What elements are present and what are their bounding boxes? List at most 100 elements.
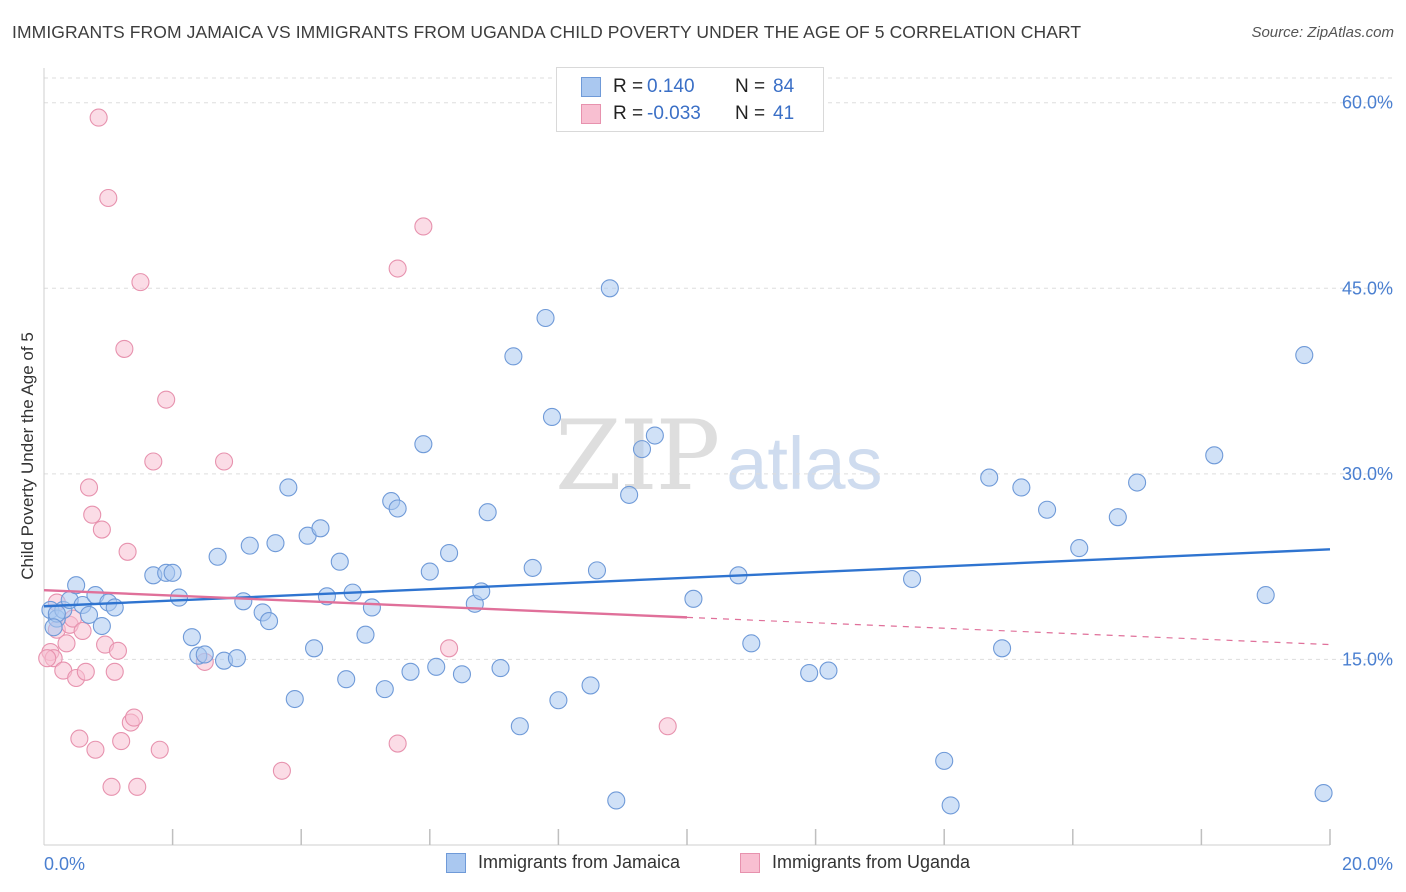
uganda-point (102, 777, 121, 796)
uganda-point (57, 634, 76, 653)
jamaica-point (259, 612, 279, 631)
uganda-point (440, 639, 459, 658)
bottom-legend-label-jamaica: Immigrants from Jamaica (478, 852, 681, 872)
jamaica-point (587, 561, 607, 580)
bottom-legend-swatch-jamaica (446, 852, 466, 873)
jamaica-point (227, 649, 246, 668)
jamaica-point (305, 639, 324, 658)
jamaica-point (362, 598, 381, 617)
jamaica-point (504, 347, 523, 366)
jamaica-point (600, 279, 619, 298)
jamaica-point (182, 628, 201, 647)
x-tick-label: 20.0% (1342, 854, 1393, 874)
y-tick-label: 30.0% (1342, 464, 1393, 484)
jamaica-point (645, 426, 664, 445)
jamaica-point (542, 407, 562, 427)
jamaica-point (1128, 473, 1147, 492)
uganda-point (38, 649, 57, 668)
jamaica-point (401, 662, 420, 681)
jamaica-point (44, 618, 63, 637)
uganda-point (157, 390, 176, 409)
jamaica-point (993, 639, 1012, 658)
uganda-point (112, 732, 131, 751)
jamaica-point (169, 588, 189, 607)
uganda-point (73, 621, 92, 641)
uganda-trend-line (43, 588, 688, 619)
jamaica-point (330, 552, 349, 571)
legend-r-label: R = (613, 76, 644, 97)
legend-swatch-uganda (581, 104, 601, 124)
legend-swatch-jamaica (581, 77, 601, 97)
uganda-point (105, 662, 124, 681)
uganda-point (388, 734, 407, 753)
uganda-points (38, 108, 677, 796)
uganda-point (144, 452, 163, 471)
jamaica-point (491, 659, 510, 678)
jamaica-point (536, 308, 555, 328)
jamaica-point (234, 592, 253, 611)
jamaica-point (337, 670, 356, 689)
jamaica-point (440, 543, 459, 563)
jamaica-point (105, 598, 124, 617)
legend-n-value: 84 (773, 76, 795, 97)
jamaica-point (632, 440, 652, 459)
uganda-point (150, 740, 169, 759)
y-tick-label: 60.0% (1342, 93, 1393, 113)
legend-r-label: R = (613, 103, 644, 124)
watermark-atlas: atlas (726, 422, 883, 505)
jamaica-point (607, 791, 626, 810)
jamaica-point (279, 478, 298, 497)
jamaica-point (79, 605, 99, 624)
jamaica-point (195, 645, 214, 664)
uganda-point (388, 259, 407, 278)
legend-r-value: 0.140 (647, 76, 695, 97)
uganda-point (76, 662, 95, 681)
jamaica-point (581, 676, 600, 695)
jamaica-point (941, 796, 960, 815)
jamaica-point (1012, 478, 1031, 497)
jamaica-point (549, 691, 568, 710)
x-tick-label: 0.0% (44, 854, 85, 874)
jamaica-point (980, 468, 999, 487)
y-tick-label: 15.0% (1342, 649, 1393, 669)
uganda-point (124, 708, 144, 727)
jamaica-point (684, 589, 703, 608)
jamaica-point (388, 499, 407, 518)
jamaica-point (935, 751, 954, 770)
jamaica-point (420, 562, 439, 581)
jamaica-point (317, 587, 336, 606)
jamaica-trend-line (43, 548, 1331, 608)
jamaica-point (67, 576, 86, 595)
legend-n-label: N = (735, 103, 766, 124)
uganda-point (86, 740, 105, 759)
source-label: Source: ZipAtlas.com (1251, 24, 1394, 41)
bottom-legend-swatch-uganda (740, 852, 760, 873)
jamaica-point (414, 435, 433, 454)
jamaica-point (92, 616, 111, 636)
y-axis-title: Child Poverty Under the Age of 5 (18, 332, 37, 580)
jamaica-point (1108, 508, 1127, 527)
uganda-trend-line-extension (686, 616, 1331, 646)
jamaica-point (1256, 586, 1275, 605)
legend-row-jamaica: R = 0.140 N = 84 (581, 74, 794, 100)
chart-title: IMMIGRANTS FROM JAMAICA VS IMMIGRANTS FR… (12, 22, 1082, 42)
jamaica-point (742, 634, 761, 653)
uganda-point (214, 452, 234, 471)
jamaica-point (311, 519, 330, 538)
jamaica-point (1038, 500, 1057, 519)
jamaica-point (1295, 346, 1314, 365)
y-tick-label: 45.0% (1342, 278, 1393, 298)
jamaica-point (356, 625, 375, 644)
jamaica-point (266, 534, 285, 553)
uganda-point (83, 505, 102, 524)
uganda-point (658, 717, 677, 736)
axis-layer (43, 68, 1331, 846)
bottom-legend-uganda: Immigrants from Uganda (740, 852, 970, 873)
jamaica-point (902, 569, 922, 589)
jamaica-point (375, 680, 394, 699)
jamaica-point (1070, 539, 1089, 558)
uganda-point (108, 641, 127, 660)
jamaica-point (1205, 446, 1224, 465)
uganda-point (128, 777, 147, 796)
trend-lines (43, 548, 1331, 646)
